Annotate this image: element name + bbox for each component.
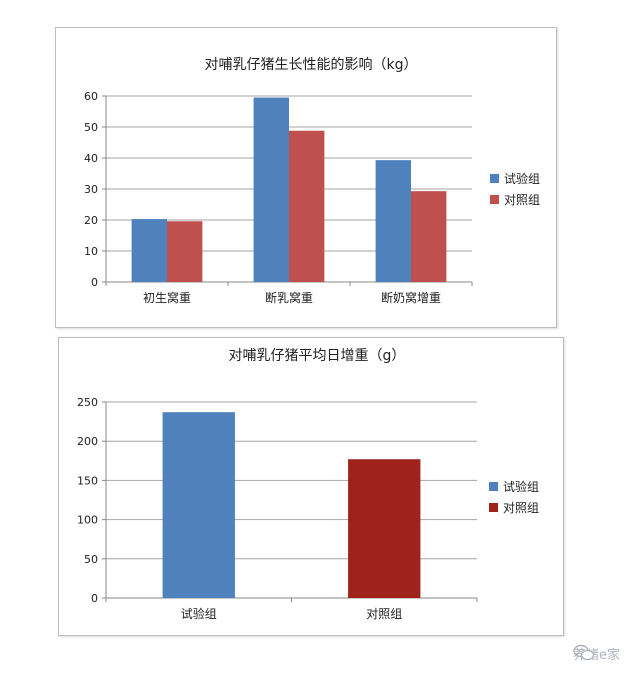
- bar: [131, 219, 167, 282]
- bar: [253, 97, 289, 282]
- chart-panel-daily-gain: 对哺乳仔猪平均日增重（g） 0 50 100 150 200 250 试验组 对照组 试验组 对照组: [58, 337, 564, 636]
- y-tick-label: 150: [77, 474, 98, 487]
- y-tick-label: 30: [84, 183, 98, 196]
- legend-swatch: [489, 482, 498, 491]
- chart-title: 对哺乳仔猪生长性能的影响（kg）: [205, 57, 418, 73]
- y-tick-label: 0: [91, 592, 98, 605]
- chart-panel-growth: 对哺乳仔猪生长性能的影响（kg） 0 10 20 30 40 50 60 初生窝重 断乳窝重 断奶窝…: [55, 27, 557, 328]
- y-tick-label: 60: [84, 90, 98, 103]
- y-tick-label: 20: [84, 214, 98, 227]
- chart-growth-performance: 对哺乳仔猪生长性能的影响（kg） 0 10 20 30 40 50 60 初生窝重 断乳窝重 断奶窝…: [84, 57, 540, 305]
- y-tick-label: 200: [77, 435, 98, 448]
- watermark: 养猪e家: [573, 644, 620, 663]
- wechat-icon: [573, 644, 595, 661]
- x-category-label: 断奶窝增重: [381, 290, 441, 305]
- legend-label: 试验组: [504, 171, 540, 186]
- bar: [375, 160, 411, 282]
- bar: [162, 412, 235, 598]
- x-category-label: 初生窝重: [143, 290, 191, 305]
- y-tick-label: 100: [77, 514, 98, 527]
- y-tick-label: 0: [91, 276, 98, 289]
- x-category-label: 断乳窝重: [265, 290, 313, 305]
- y-tick-label: 250: [77, 396, 98, 409]
- y-tick-label: 50: [84, 121, 98, 134]
- legend-label: 对照组: [504, 193, 540, 207]
- legend-swatch: [490, 174, 499, 183]
- y-tick-label: 50: [84, 553, 98, 566]
- legend-swatch: [489, 503, 498, 512]
- legend-label: 试验组: [503, 479, 539, 494]
- bar: [167, 221, 203, 282]
- bar: [289, 130, 325, 282]
- y-tick-label: 10: [84, 245, 98, 258]
- legend-swatch: [490, 195, 499, 204]
- bar: [348, 459, 421, 598]
- x-category-label: 对照组: [366, 607, 402, 621]
- y-tick-label: 40: [84, 152, 98, 165]
- bar: [411, 191, 447, 282]
- x-category-label: 试验组: [181, 606, 217, 621]
- legend-label: 对照组: [503, 501, 539, 515]
- chart-title: 对哺乳仔猪平均日增重（g）: [229, 348, 406, 364]
